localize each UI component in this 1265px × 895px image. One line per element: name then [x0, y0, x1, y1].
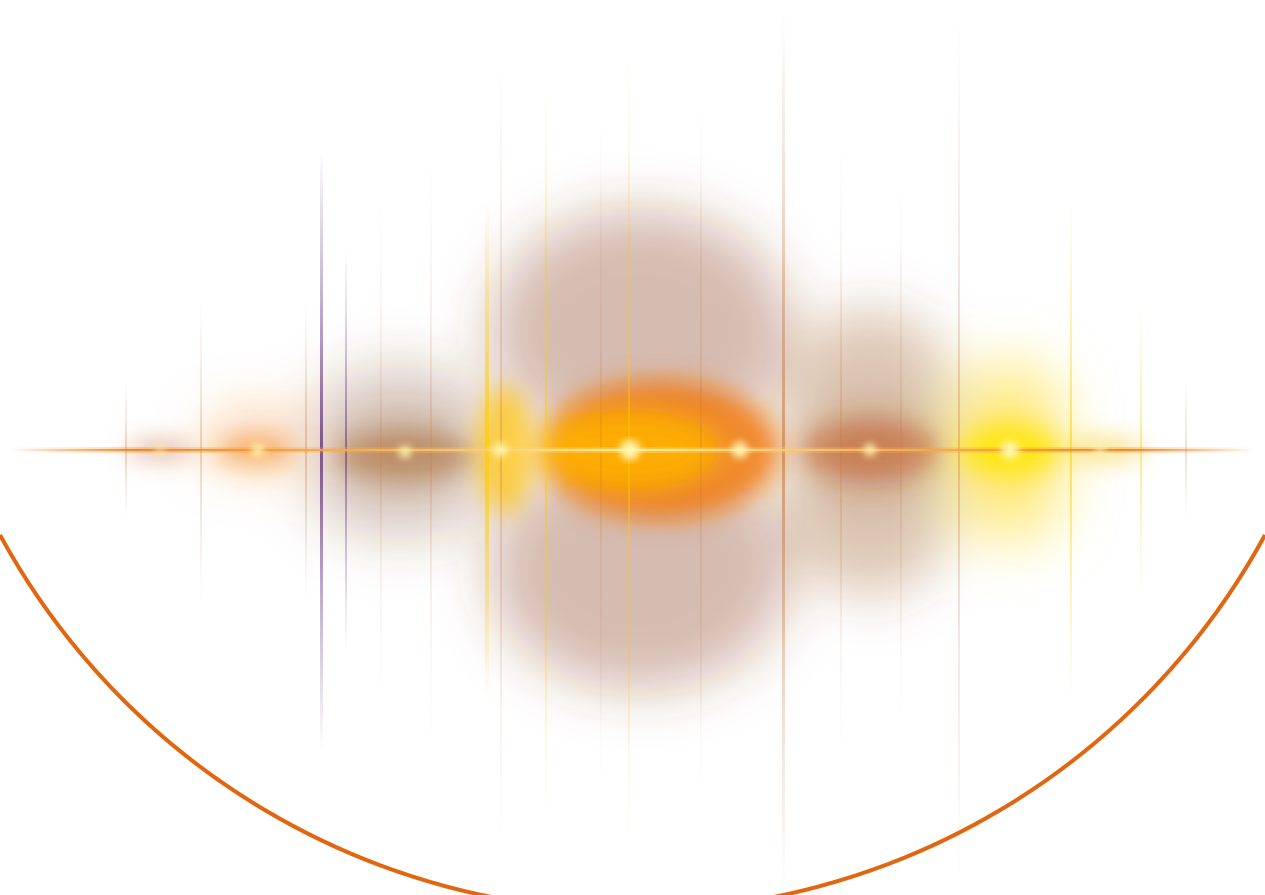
- orange-ring-arc: [0, 534, 1265, 895]
- horizontal-wave-line: [10, 440, 1255, 460]
